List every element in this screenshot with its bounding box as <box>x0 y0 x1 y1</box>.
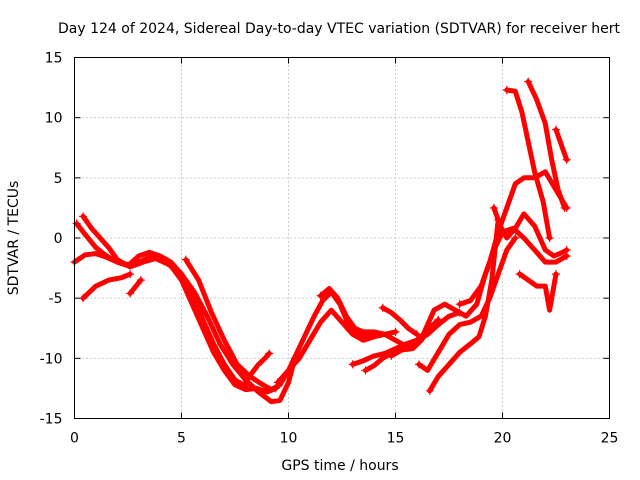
data-point-marker <box>126 270 135 279</box>
data-point-marker <box>348 360 357 369</box>
series-trace <box>427 217 501 394</box>
series-trace <box>457 169 570 307</box>
series-sat-s <box>502 85 554 242</box>
data-point-marker <box>562 155 571 164</box>
data-point-marker <box>434 315 443 324</box>
x-tick-label: 0 <box>70 431 79 447</box>
chart-title: Day 124 of 2024, Sidereal Day-to-day VTE… <box>58 21 620 37</box>
series-trace <box>243 351 272 385</box>
data-point-marker <box>408 342 417 351</box>
y-axis-label: SDTVAR / TECUs <box>6 181 22 296</box>
series-trace <box>80 271 133 301</box>
data-point-marker <box>79 294 88 303</box>
series-sat-e <box>126 276 145 298</box>
data-point-marker <box>511 234 520 242</box>
data-point-marker <box>412 330 421 339</box>
x-tick-label: 5 <box>177 431 186 447</box>
x-tick-labels: 0 5 10 15 20 25 <box>70 431 618 447</box>
series-sat-u <box>552 125 571 164</box>
data-point-marker <box>524 77 533 86</box>
series-sat-v <box>515 270 560 313</box>
data-point-marker <box>562 246 571 255</box>
series-sat-o <box>415 234 520 373</box>
x-axis-label: GPS time / hours <box>281 458 398 474</box>
data-point-marker <box>378 303 387 312</box>
x-tick-label: 20 <box>494 431 512 447</box>
series-trace <box>127 277 144 296</box>
y-tick-label: 10 <box>45 111 63 127</box>
data-point-marker <box>515 270 524 279</box>
y-tick-labels: -15 -10 -5 0 5 10 15 <box>40 51 63 428</box>
data-series <box>70 77 571 405</box>
series-trace <box>517 271 559 313</box>
series-trace <box>350 310 463 367</box>
y-tick-label: 5 <box>54 171 63 187</box>
data-point-marker <box>273 378 282 387</box>
data-point-marker <box>489 203 498 212</box>
series-trace <box>275 307 420 385</box>
series-trace <box>72 249 249 389</box>
series-trace <box>491 205 570 259</box>
x-tick-label: 10 <box>280 431 298 447</box>
series-trace <box>553 127 570 163</box>
series-trace <box>318 286 398 337</box>
y-tick-label: -5 <box>49 291 63 307</box>
series-sat-t <box>524 77 569 212</box>
data-point-marker <box>552 270 560 279</box>
series-trace <box>504 87 553 241</box>
series-sat-r <box>489 203 571 259</box>
data-point-marker <box>425 386 434 395</box>
y-tick-label: 0 <box>54 231 63 247</box>
plot-frame <box>74 57 610 419</box>
y-tick-label: -10 <box>40 351 63 367</box>
x-tick-label: 15 <box>387 431 405 447</box>
data-point-marker <box>126 289 135 298</box>
y-tick-label: -15 <box>40 412 63 428</box>
y-tick-label: 15 <box>45 51 63 67</box>
data-point-marker <box>181 255 190 264</box>
series-sat-g <box>241 349 274 387</box>
data-point-marker <box>79 212 88 221</box>
grid <box>74 57 610 419</box>
data-point-marker <box>502 85 511 94</box>
x-tick-label: 25 <box>601 431 619 447</box>
series-trace <box>525 79 568 211</box>
data-point-marker <box>391 327 400 336</box>
data-point-marker <box>455 300 464 309</box>
series-trace <box>416 235 518 373</box>
data-point-marker <box>560 203 569 212</box>
data-point-marker <box>387 351 396 360</box>
data-point-marker <box>265 349 274 358</box>
data-point-marker <box>316 291 325 300</box>
data-point-marker <box>241 378 250 387</box>
series-trace <box>380 305 420 337</box>
data-point-marker <box>545 234 554 242</box>
series-sat-d <box>79 270 135 303</box>
series-sat-m <box>378 303 421 339</box>
data-point-marker <box>72 219 81 228</box>
data-point-marker <box>136 276 145 285</box>
data-point-marker <box>361 366 370 375</box>
data-point-marker <box>415 360 424 369</box>
series-sat-h <box>273 307 421 387</box>
series-sat-i <box>316 286 400 337</box>
data-point-marker <box>552 125 560 134</box>
